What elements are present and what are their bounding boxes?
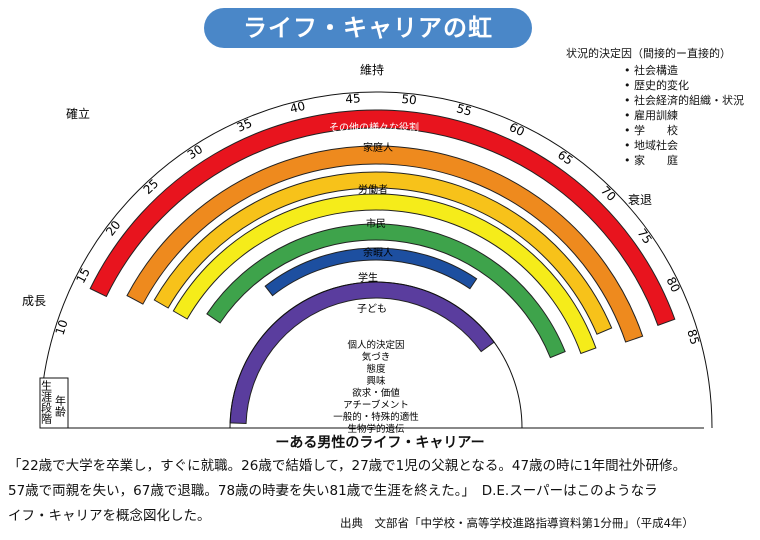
personal-determinant: 生物学的遺伝 [347,423,405,435]
role-label-child: 子ども [357,303,387,315]
role-label-homemaker: 家庭人 [363,141,393,154]
axis-label-box [39,377,69,429]
source-citation: 出典 文部省「中学校・高等学校進路指導資料第1分冊」（平成4年） [340,516,694,530]
situational-heading: 状況的決定因（間接的ー直接的） [566,47,731,60]
diagram-subtitle: ーある男性のライフ・キャリアー [275,435,485,451]
situational-item: 社会構造 [624,63,744,78]
age-tick-label: 10 [53,318,71,337]
caption-line: 「22歳で大学を卒業し，すぐに就職。26歳で結婚して，27歳で1児の父親となる。… [8,458,687,474]
personal-determinant: 個人的決定因 [347,339,404,351]
band-student [264,247,478,297]
personal-determinant: 一般的・特殊的適性 [333,411,419,423]
stage-growth: 成長 [22,294,46,308]
role-label-student: 学生 [358,271,378,284]
age-tick-label: 15 [74,266,93,286]
age-tick-label: 45 [345,91,361,106]
personal-determinant: 気づき [362,351,391,363]
stage-maintenance: 維持 [360,62,384,77]
band-citizen [172,193,597,355]
situational-item: 歴史的変化 [624,78,744,93]
role-label-worker: 労働者 [358,183,388,196]
age-tick-label: 85 [684,328,702,347]
situational-item: 学 校 [624,123,744,138]
personal-determinant: 欲求・価値 [352,387,400,399]
life-stage-label: 生涯段階 [40,379,53,425]
personal-determinant: 興味 [366,375,386,387]
band-leisurite [206,223,566,359]
stage-decline: 衰退 [628,192,652,207]
outer-scale-arc [39,91,713,429]
age-tick-label: 25 [141,176,162,197]
situational-item: 社会経済的組織・状況 [624,93,744,108]
title-banner: ライフ・キャリアの虹 [204,8,532,48]
situational-item: 地域社会 [624,138,744,153]
age-tick-label: 75 [635,226,655,247]
personal-determinant: 態度 [366,363,386,375]
age-tick-label: 30 [185,142,205,162]
situational-determinants: 状況的決定因（間接的ー直接的） 社会構造 歴史的変化 社会経済的組織・状況 雇用… [566,46,744,168]
stage-establishment: 確立 [66,106,90,121]
caption-line: イフ・キャリアを概念図化した。 [8,508,211,524]
band-homemaker [126,145,644,343]
inner-boundary-arc [229,281,523,429]
role-label-leisurite: 余暇人 [363,246,393,259]
age-tick-label: 35 [235,116,255,135]
life-career-rainbow: 510152025303540455055606570758085 生涯段階 年… [22,62,713,435]
caption: 「22歳で大学を卒業し，すぐに就職。26歳で結婚して，27歳で1児の父親となる。… [8,454,752,529]
situational-item: 家 庭 [624,153,744,168]
age-tick-label: 40 [288,99,306,116]
age-tick-label: 70 [598,183,619,204]
band-worker [153,171,613,335]
age-tick-label: 55 [455,101,473,119]
age-label: 年齢 [54,394,67,418]
situational-item: 雇用訓練 [624,108,744,123]
age-tick-label: 60 [507,120,527,139]
band-other [89,109,676,327]
age-tick-label: 80 [664,275,683,295]
role-label-citizen: 市民 [366,217,386,230]
age-tick-label: 20 [103,218,123,239]
age-tick-label: 50 [401,92,418,107]
personal-determinant: アチーブメント [343,399,409,411]
role-label-other: その他の様々な役割 [329,121,419,134]
caption-line: 57歳で両親を失い，67歳で退職。78歳の時妻を失い81歳で生涯を終えた。」 D… [8,483,658,499]
